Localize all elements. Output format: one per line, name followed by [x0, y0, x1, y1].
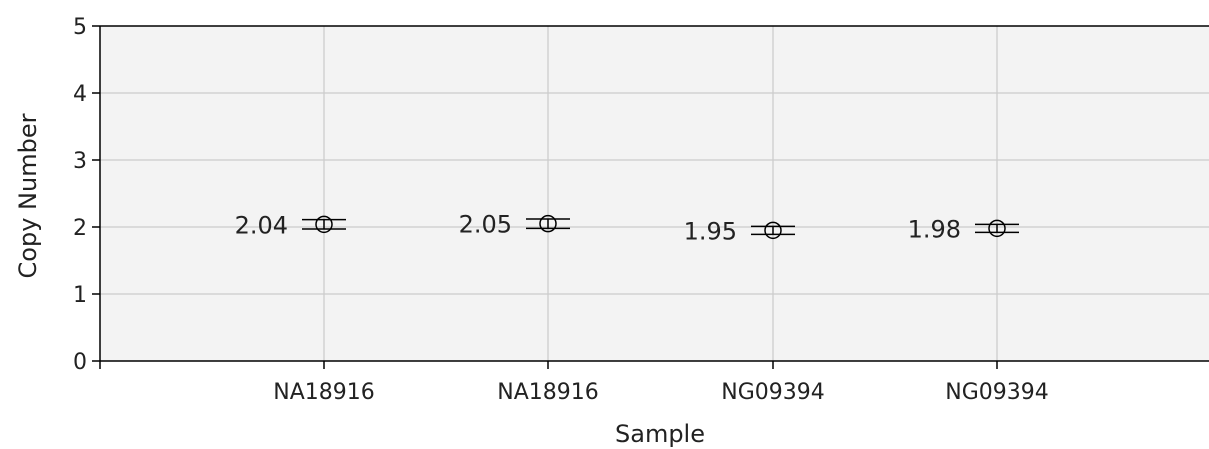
data-labels: 2.04 2.05 1.95 1.98 — [235, 211, 961, 246]
data-point-marker — [315, 215, 333, 234]
data-point-label: 2.04 — [235, 211, 288, 239]
y-tick-label: 5 — [73, 15, 87, 40]
y-axis-title: Copy Number — [14, 113, 42, 278]
data-point-label: 1.95 — [684, 217, 737, 245]
x-tick-label: NG09394 — [945, 380, 1049, 405]
x-tick-label: NA18916 — [497, 380, 599, 405]
x-tick-label: NA18916 — [273, 380, 375, 405]
data-point-label: 1.98 — [908, 215, 961, 243]
data-point-label: 2.05 — [459, 211, 512, 239]
data-point-marker — [764, 221, 782, 240]
y-tick-label: 1 — [73, 283, 87, 308]
data-points — [315, 214, 1006, 240]
plot-area — [100, 26, 1209, 361]
x-axis-title: Sample — [615, 420, 705, 448]
grid-lines — [100, 26, 1209, 361]
y-tick-label: 3 — [73, 149, 87, 174]
y-tick-label: 2 — [73, 216, 87, 241]
y-tick-label: 0 — [73, 350, 87, 375]
error-bars — [302, 218, 1019, 236]
y-axis-ticks: 0 1 2 3 4 5 — [73, 15, 100, 375]
data-point-marker — [539, 214, 557, 233]
x-axis-ticks: NA18916 NA18916 NG09394 NG09394 — [99, 361, 1049, 405]
data-point-marker — [988, 219, 1006, 238]
x-tick-label: NG09394 — [721, 380, 825, 405]
y-tick-label: 4 — [73, 82, 87, 107]
